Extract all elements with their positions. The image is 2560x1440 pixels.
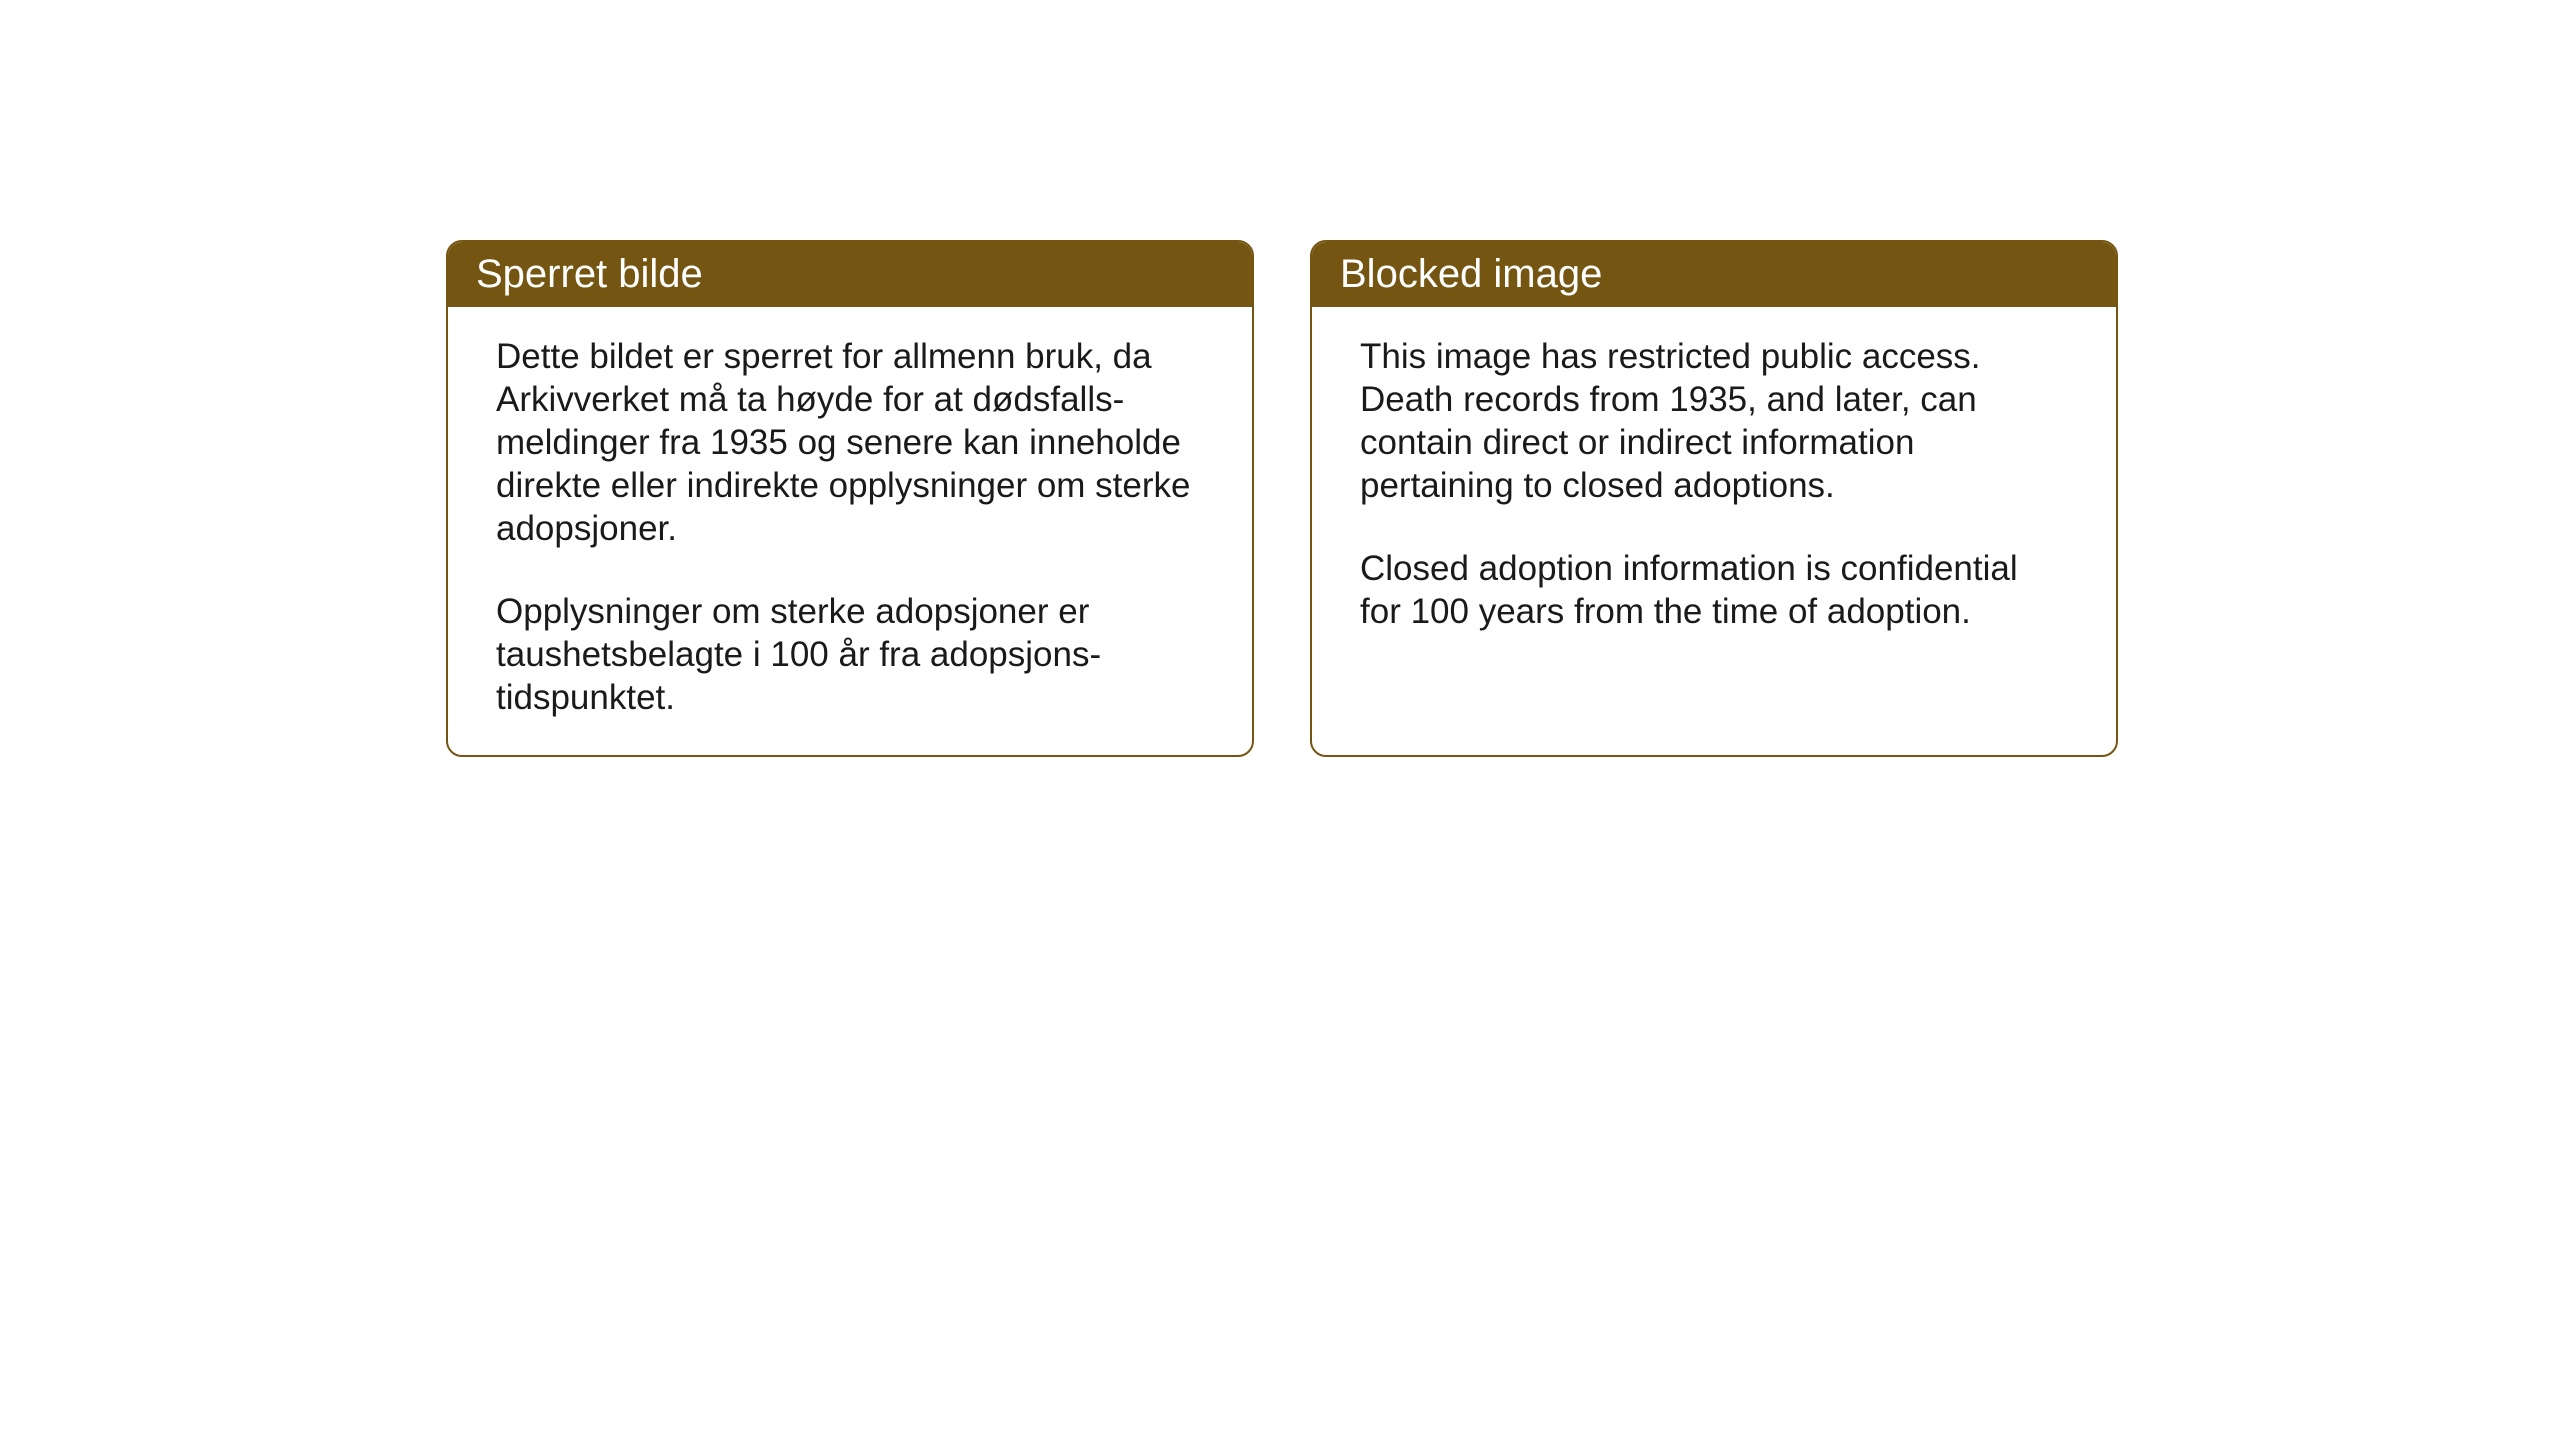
notice-paragraph-2-english: Closed adoption information is confident… — [1360, 547, 2068, 633]
notice-paragraph-1-norwegian: Dette bildet er sperret for allmenn bruk… — [496, 335, 1204, 550]
notice-container: Sperret bilde Dette bildet er sperret fo… — [446, 240, 2118, 757]
notice-title-english: Blocked image — [1340, 252, 2088, 297]
notice-paragraph-2-norwegian: Opplysninger om sterke adopsjoner er tau… — [496, 590, 1204, 719]
notice-header-english: Blocked image — [1312, 242, 2116, 307]
notice-card-norwegian: Sperret bilde Dette bildet er sperret fo… — [446, 240, 1254, 757]
notice-card-english: Blocked image This image has restricted … — [1310, 240, 2118, 757]
notice-title-norwegian: Sperret bilde — [476, 252, 1224, 297]
notice-body-norwegian: Dette bildet er sperret for allmenn bruk… — [448, 307, 1252, 755]
notice-body-english: This image has restricted public access.… — [1312, 307, 2116, 723]
notice-paragraph-1-english: This image has restricted public access.… — [1360, 335, 2068, 507]
notice-header-norwegian: Sperret bilde — [448, 242, 1252, 307]
